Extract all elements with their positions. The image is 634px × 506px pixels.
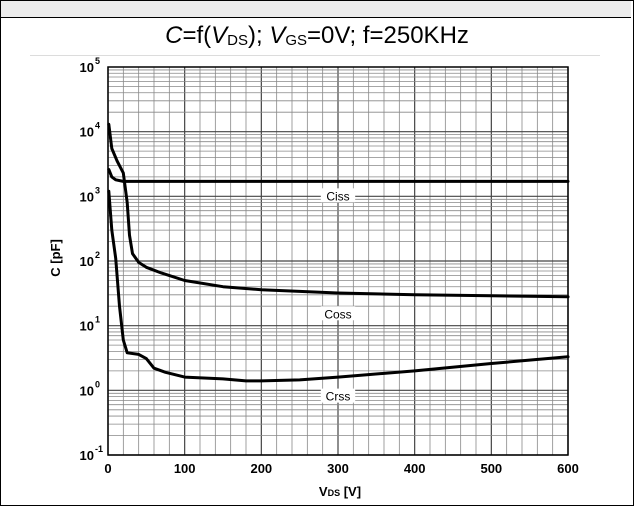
y-tick-exponent: 5	[95, 56, 100, 66]
x-tick-label: 200	[250, 461, 272, 476]
title-v2: V	[269, 22, 286, 49]
x-tick-label: 400	[404, 461, 426, 476]
chart-title: C=f(VDS); VGS=0V; f=250KHz	[0, 22, 634, 50]
y-tick-label: 10	[80, 448, 94, 463]
x-ticks: 0 100 200 300 400 500 600	[104, 461, 578, 476]
plot-border	[107, 66, 569, 456]
y-tick-exponent: 0	[95, 379, 100, 389]
header-band	[1, 1, 631, 18]
curve-ciss	[107, 168, 570, 183]
title-mid: );	[247, 22, 270, 49]
x-axis-label: VDS [V]	[319, 484, 361, 499]
x-tick-label: 300	[327, 461, 349, 476]
y-tick-exponent: 4	[95, 121, 100, 131]
y-tick-exponent: 2	[95, 250, 100, 260]
y-tick-exponent: 1	[95, 315, 100, 325]
curve-label-crss: Crss	[326, 390, 351, 404]
title-v1: V	[211, 22, 228, 49]
curves	[107, 122, 570, 383]
y-tick-label: 10	[80, 60, 94, 75]
y-tick-exponent: 3	[95, 185, 100, 195]
curve-label-bg	[320, 188, 356, 203]
x-axis-label-unit: [V]	[340, 484, 361, 499]
title-c: C	[165, 22, 183, 49]
curve-label-bg	[320, 388, 356, 403]
curve-coss	[107, 122, 570, 299]
y-tick-label: 10	[80, 125, 94, 140]
y-axis-label: C [pF]	[48, 239, 63, 277]
y-tick-exponent: -1	[95, 444, 103, 454]
title-rule	[30, 55, 600, 56]
x-tick-label: 500	[480, 461, 502, 476]
curve-crss	[107, 189, 570, 383]
curve-label-bg	[320, 306, 356, 321]
curve-label-coss: Coss	[324, 307, 351, 321]
x-axis-label-main: V	[319, 484, 328, 499]
y-tick-label: 10	[80, 383, 94, 398]
x-tick-label: 600	[557, 461, 579, 476]
title-v1-sub: DS	[227, 32, 248, 49]
y-tick-label: 10	[80, 189, 94, 204]
title-eq: =f(	[182, 22, 212, 49]
title-v2-sub: GS	[285, 32, 308, 49]
curve-label-ciss: Ciss	[326, 189, 349, 203]
y-tick-label: 10	[80, 319, 94, 334]
x-tick-label: 0	[104, 461, 111, 476]
x-tick-label: 100	[174, 461, 196, 476]
y-tick-label: 10	[80, 254, 94, 269]
title-rest: =0V; f=250KHz	[307, 22, 469, 49]
curve-labels: Ciss Coss Crss	[320, 188, 356, 404]
x-axis-label-sub: DS	[328, 488, 341, 498]
